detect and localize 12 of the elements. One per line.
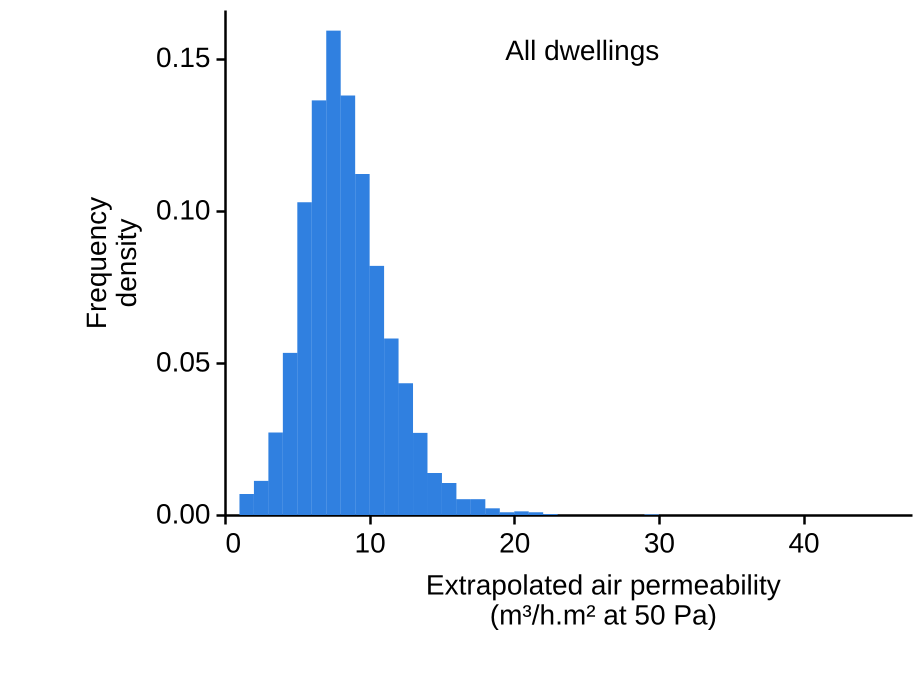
x-tick-label: 20 [499, 528, 530, 558]
x-tick-label: 10 [354, 528, 386, 558]
x-tick-label: 40 [788, 528, 820, 558]
y-tick-label: 0.05 [156, 346, 210, 378]
y-tick-label: 0.10 [156, 194, 210, 226]
annotation: All dwellings [505, 35, 660, 66]
x-axis-title: Extrapolated air permeability (m³/h.m² at 50 Pa) [426, 570, 781, 630]
x-tick-label: 0 [226, 528, 242, 558]
x-tick-label: 30 [644, 528, 675, 558]
y-tick-label: 0.00 [156, 498, 210, 530]
y-tick-label: 0.15 [156, 42, 210, 74]
y-axis-title: Frequency density [81, 196, 142, 330]
